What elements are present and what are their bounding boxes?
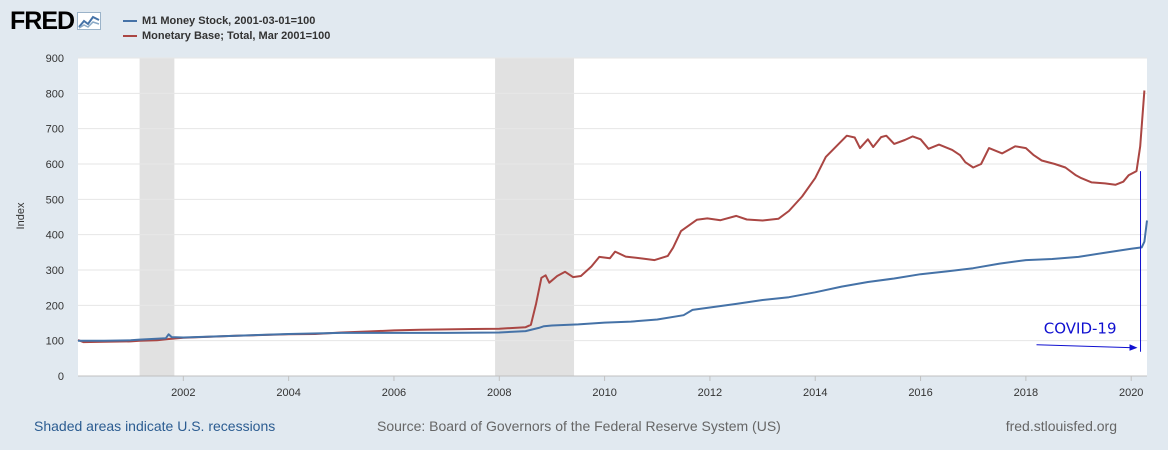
data-series	[77, 90, 1148, 344]
x-tick-label-2020: 2020	[1119, 387, 1143, 399]
site-link[interactable]: fred.stlouisfed.org	[1005, 418, 1117, 434]
recession-note-link[interactable]: Shaded areas indicate U.S. recessions	[34, 418, 276, 434]
y-tick-label-900: 900	[46, 53, 64, 65]
x-tick-label-2008: 2008	[487, 387, 511, 399]
x-axis-ticks: 2002 2004 2006 2008 2010 2012 2014 2016 2018 2020	[171, 376, 1143, 399]
legend-label-m1: M1 Money Stock, 2001-03-01=100	[142, 14, 316, 27]
source-text: Source: Board of Governors of the Federa…	[377, 418, 781, 434]
line-chart-icon	[77, 12, 102, 30]
y-tick-label-100: 100	[46, 336, 64, 348]
annotation-label-0: COVID-19	[1044, 320, 1117, 338]
annotations: COVID-19	[1036, 171, 1142, 352]
x-tick-label-2014: 2014	[803, 387, 827, 399]
x-tick-label-2010: 2010	[592, 387, 616, 399]
series-line-0[interactable]	[78, 220, 1148, 342]
y-tick-label-500: 500	[46, 194, 64, 206]
recession-band-1	[495, 58, 575, 376]
series-line-1[interactable]	[77, 90, 1146, 344]
legend-swatch-m1	[123, 19, 137, 22]
x-tick-label-2006: 2006	[382, 387, 406, 399]
recession-band-0	[139, 58, 175, 376]
fred-logo[interactable]: FRED	[10, 6, 102, 36]
y-tick-label-600: 600	[46, 159, 64, 171]
x-tick-label-2018: 2018	[1014, 387, 1038, 399]
recession-shading	[139, 58, 575, 376]
chart-footer: Shaded areas indicate U.S. recessions So…	[0, 412, 1168, 442]
annotation-arrowhead-0	[1129, 344, 1138, 351]
legend-item-monetary-base[interactable]: Monetary Base; Total, Mar 2001=100	[123, 28, 330, 43]
fred-logo-text: FRED	[10, 6, 75, 35]
chart-legend: M1 Money Stock, 2001-03-01=100 Monetary …	[123, 13, 330, 43]
chart-header: FRED M1 Money Stock, 2001-03-01=100 Mone…	[0, 0, 1168, 48]
x-tick-label-2016: 2016	[908, 387, 932, 399]
y-axis-ticks: 0 100 200 300 400 500 600 700 800 900	[46, 53, 64, 383]
y-tick-label-700: 700	[46, 124, 64, 136]
x-tick-label-2012: 2012	[698, 387, 722, 399]
legend-swatch-monetary-base	[123, 34, 137, 37]
legend-item-m1[interactable]: M1 Money Stock, 2001-03-01=100	[123, 13, 330, 28]
x-tick-label-2004: 2004	[276, 387, 300, 399]
annotation-arrow-0	[1036, 344, 1134, 349]
gridlines	[78, 57, 1147, 377]
y-tick-label-300: 300	[46, 265, 64, 277]
y-tick-label-800: 800	[46, 88, 64, 100]
y-tick-label-200: 200	[46, 300, 64, 312]
y-tick-label-0: 0	[58, 371, 64, 383]
legend-label-monetary-base: Monetary Base; Total, Mar 2001=100	[142, 29, 331, 42]
plot-area	[78, 58, 1147, 376]
y-tick-label-400: 400	[46, 230, 64, 242]
x-tick-label-2002: 2002	[171, 387, 195, 399]
y-axis-title: Index	[15, 202, 27, 229]
